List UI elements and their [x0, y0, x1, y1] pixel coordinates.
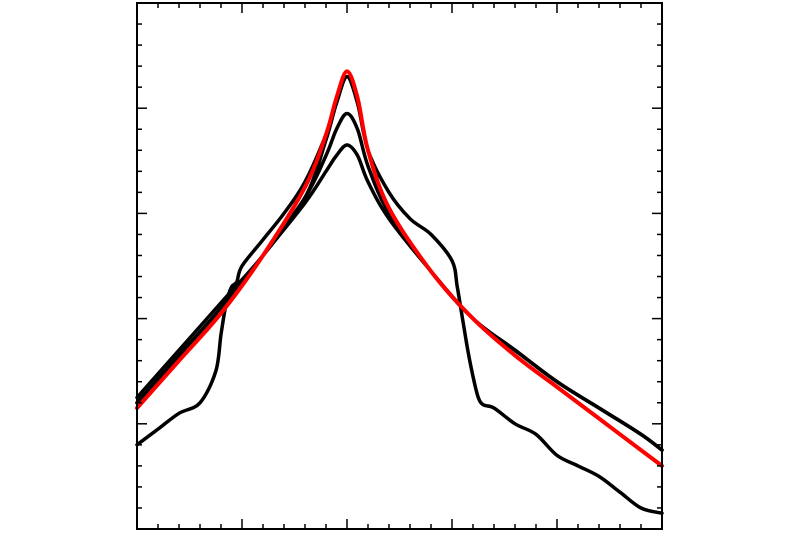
series-layer [135, 69, 664, 515]
series-line-2 [135, 74, 664, 452]
plot-frame [136, 2, 663, 530]
series-line-5 [135, 74, 664, 515]
tick-layer [137, 3, 662, 529]
series-line-1 [135, 69, 664, 468]
